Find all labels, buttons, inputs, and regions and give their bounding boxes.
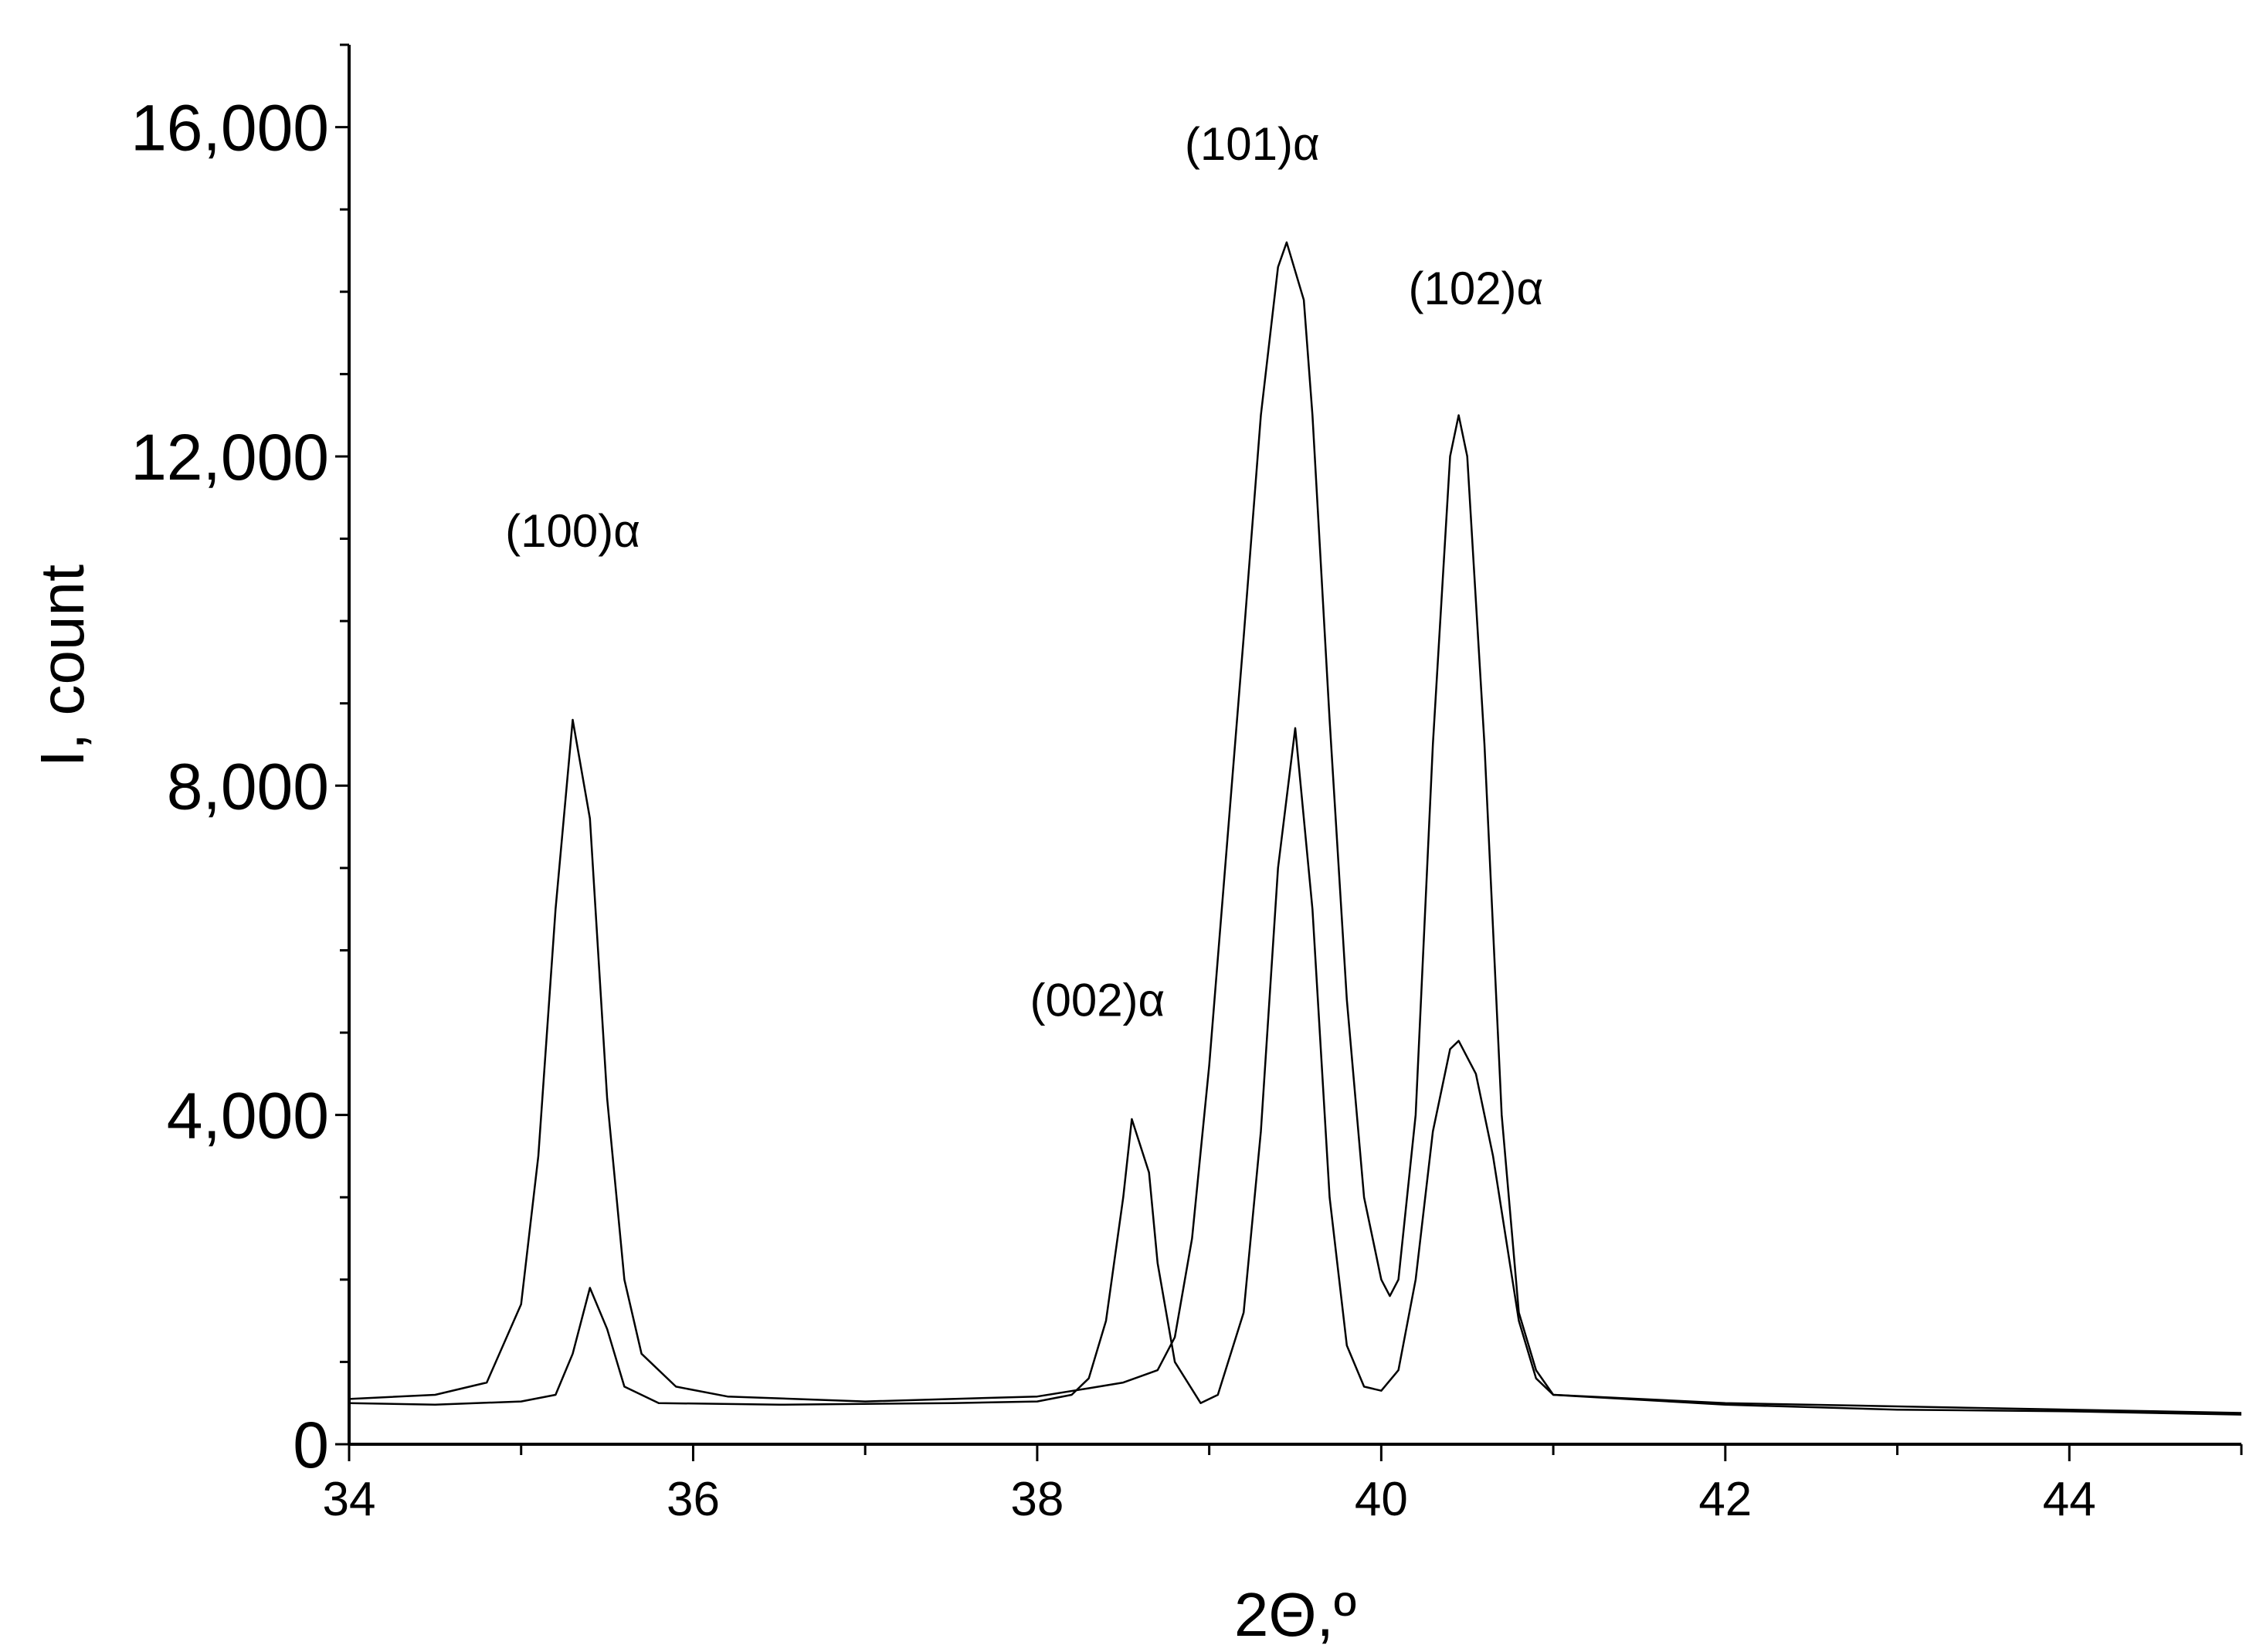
y-tick-label: 16,000: [131, 92, 329, 165]
x-tick-label: 40: [1355, 1473, 1408, 1526]
y-tick-label: 0: [293, 1409, 329, 1481]
x-tick-label: 38: [1010, 1473, 1064, 1526]
x-tick-label: 36: [667, 1473, 720, 1526]
peak-label: (002)α: [1030, 975, 1165, 1026]
x-tick-label: 42: [1698, 1473, 1752, 1526]
peak-label: (100)α: [505, 505, 640, 557]
peak-label: (102)α: [1408, 263, 1543, 314]
peak-annotations: (100)α (002)α (101)α (102)α: [505, 118, 1543, 1026]
y-tick-label: 12,000: [131, 421, 329, 494]
y-ticks: 0 4,000 8,000 12,000 16,000: [131, 43, 349, 1481]
y-tick-label: 8,000: [167, 750, 329, 823]
y-axis-title: I, count: [28, 565, 97, 767]
x-axis-title: 2Θ,º: [1234, 1580, 1356, 1649]
peak-label: (101)α: [1185, 118, 1320, 170]
series-line-1: [348, 241, 2242, 1416]
x-tick-label: 34: [323, 1473, 376, 1526]
series-line-2: [348, 727, 2242, 1414]
series-group: [348, 241, 2242, 1416]
x-tick-label: 44: [2043, 1473, 2096, 1526]
y-tick-label: 4,000: [167, 1080, 329, 1152]
x-ticks: 34 36 38 40 42 44: [323, 1444, 2243, 1526]
